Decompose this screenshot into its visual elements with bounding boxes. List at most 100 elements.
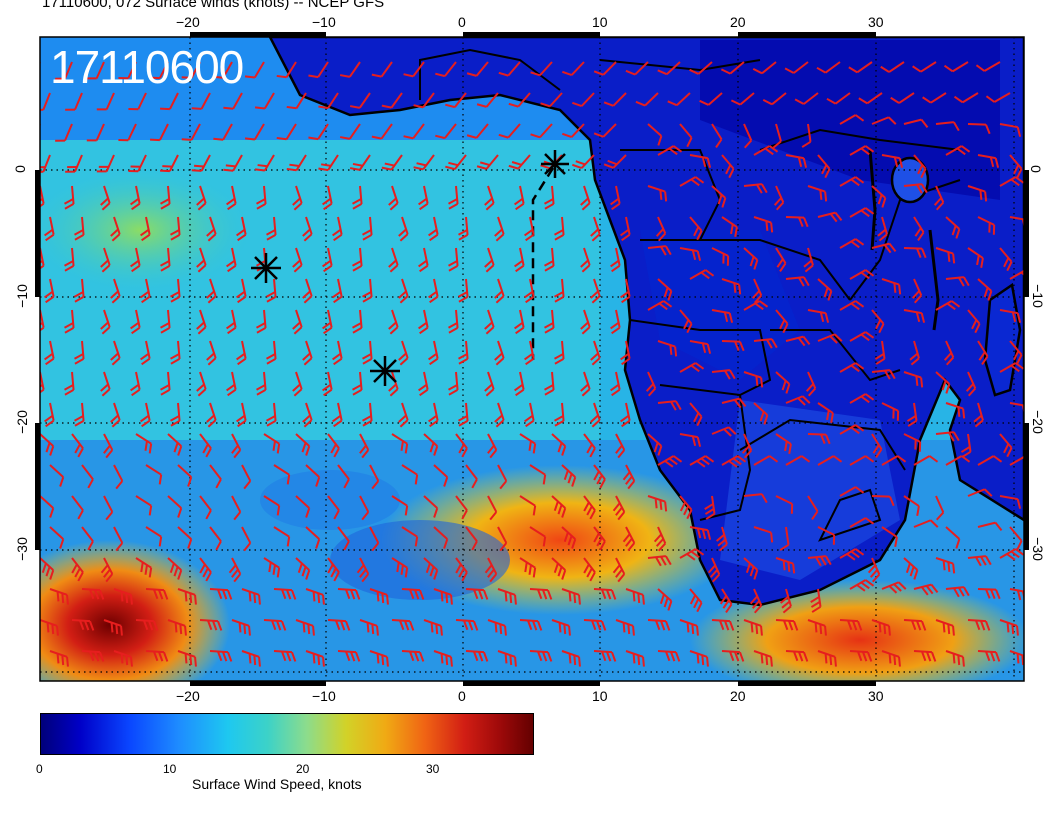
wind-barb (448, 247, 459, 272)
wind-barb (332, 340, 343, 366)
wind-barb (371, 61, 393, 78)
wind-barb (849, 517, 875, 528)
wind-barb (206, 402, 217, 428)
wind-barb (524, 402, 535, 428)
wind-barb (999, 619, 1019, 636)
wind-barb (839, 176, 865, 187)
wind-barb (514, 185, 525, 211)
wind-barb (514, 247, 525, 273)
wind-barb (100, 309, 111, 335)
wind-barb (49, 526, 65, 549)
wind-barb (86, 123, 105, 142)
wind-barb (241, 650, 261, 667)
wind-barb (191, 154, 211, 172)
wind-barb (65, 92, 83, 111)
lat-tick-left: −20 (13, 410, 30, 434)
wind-barb (74, 340, 85, 365)
wind-barb (356, 557, 370, 583)
wind-barb (975, 61, 1001, 72)
wind-barb (226, 247, 237, 273)
wind-barb (858, 92, 883, 105)
storm-track (531, 167, 555, 360)
wind-barb (160, 92, 179, 111)
wind-barb (903, 682, 926, 692)
wind-barb (167, 433, 183, 456)
wind-barb (913, 216, 925, 241)
wind-barb (903, 309, 926, 323)
wind-barb (388, 247, 399, 273)
wind-barb (1009, 650, 1024, 666)
wind-barb (508, 154, 531, 170)
wind-barb (711, 619, 735, 631)
wind-barb (810, 588, 822, 613)
wind-barb (44, 278, 55, 304)
wind-barb (945, 586, 970, 598)
wind-barb (177, 464, 193, 487)
wind-barb (519, 495, 537, 516)
wind-barb (784, 61, 809, 74)
wind-barb (655, 216, 667, 242)
wind-barb (593, 526, 606, 551)
wind-barb (583, 557, 596, 582)
wind-barb (943, 340, 955, 366)
wind-barb (49, 464, 65, 487)
wind-barb (458, 402, 469, 427)
wind-barb (167, 619, 187, 636)
wind-barbs (40, 61, 1024, 698)
wind-barb (465, 526, 478, 551)
wind-barb (100, 247, 111, 273)
wind-barb (160, 185, 171, 210)
wind-barb (110, 278, 121, 304)
wind-map (35, 32, 1029, 698)
wind-barb (322, 185, 333, 211)
wind-barb (391, 557, 409, 578)
wind-barb (785, 335, 811, 347)
storm-marker-2 (370, 356, 400, 386)
wind-barb (874, 340, 886, 365)
wind-barb (743, 123, 753, 149)
wind-barb (711, 369, 736, 380)
wind-barb (721, 397, 747, 409)
wind-barb (497, 588, 517, 605)
wind-barb (497, 650, 517, 667)
wind-barb (935, 121, 960, 132)
wind-barb (273, 588, 297, 600)
wind-barb (593, 61, 617, 76)
wind-barb (610, 309, 621, 335)
wind-barb (359, 433, 370, 459)
wind-barb (826, 92, 851, 105)
wind-barb (448, 371, 459, 396)
wind-barb (381, 92, 403, 109)
wind-barb (160, 309, 171, 334)
wind-barb (730, 92, 755, 106)
wind-barb (339, 123, 361, 140)
wind-barb (263, 495, 281, 516)
wind-barb (881, 278, 902, 295)
wind-barb (590, 278, 601, 304)
wind-barb (145, 650, 169, 662)
wind-barb (977, 588, 1001, 600)
wind-barb (466, 61, 489, 77)
wind-barb (849, 207, 875, 218)
wind-barb (967, 247, 984, 268)
wind-barb (877, 216, 888, 242)
wind-barb (209, 526, 222, 551)
wind-barb (561, 464, 577, 487)
wind-barb (785, 154, 808, 168)
wind-barb (603, 92, 627, 107)
wind-barb (359, 495, 370, 521)
wind-barb (871, 433, 883, 458)
wind-barb (458, 340, 469, 365)
wind-barb (487, 495, 498, 521)
wind-barb (448, 185, 459, 210)
wind-barb (801, 123, 812, 148)
wind-barb (130, 185, 141, 211)
wind-barb (544, 309, 555, 334)
wind-barb (620, 216, 631, 242)
wind-barb (398, 278, 409, 304)
wind-barb (113, 650, 133, 667)
wind-barb (913, 455, 939, 466)
wind-barb (752, 61, 777, 75)
wind-barb (302, 340, 313, 366)
wind-barb (421, 682, 445, 698)
